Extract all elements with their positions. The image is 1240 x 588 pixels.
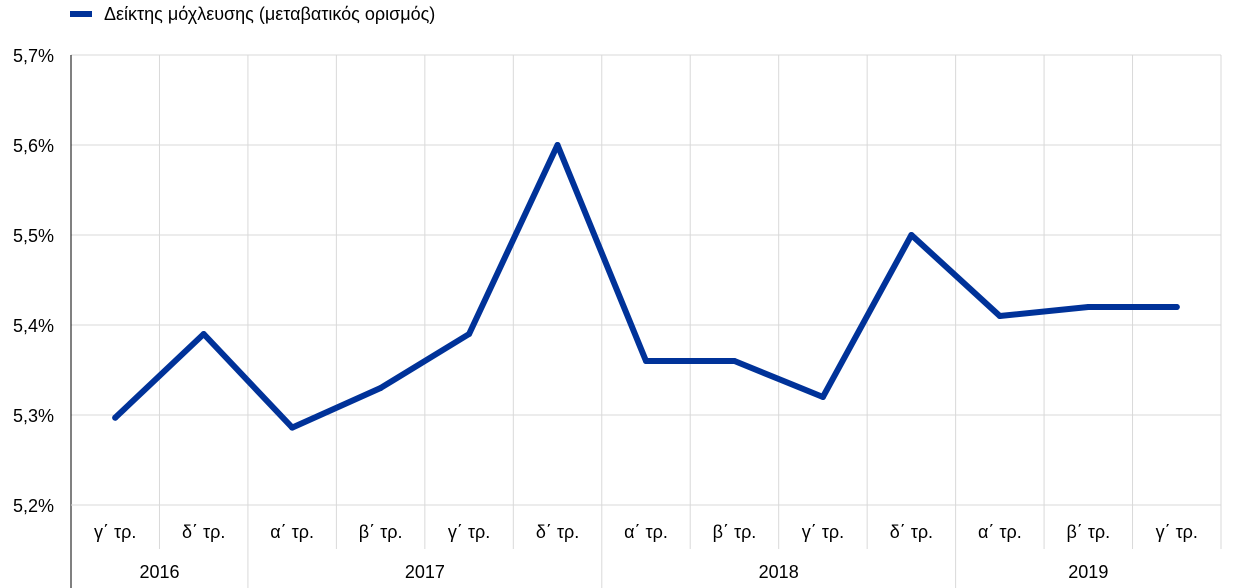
year-label: 2019 xyxy=(1068,562,1108,582)
y-tick-label: 5,7% xyxy=(13,46,54,66)
x-tick-label: γ΄ τρ. xyxy=(448,522,490,542)
y-tick-label: 5,4% xyxy=(13,316,54,336)
data-point xyxy=(200,331,207,337)
data-point xyxy=(1085,304,1092,310)
y-tick-label: 5,3% xyxy=(13,406,54,426)
legend: Δείκτης μόχλευσης (μεταβατικός ορισμός) xyxy=(70,3,435,25)
data-point xyxy=(996,313,1003,319)
y-tick-label: 5,6% xyxy=(13,136,54,156)
x-tick-label: β΄ τρ. xyxy=(1066,522,1110,542)
data-point xyxy=(554,142,561,148)
legend-swatch xyxy=(70,11,92,17)
year-label: 2018 xyxy=(759,562,799,582)
x-tick-label: γ΄ τρ. xyxy=(802,522,844,542)
data-point xyxy=(731,358,738,364)
x-tick-label: α΄ τρ. xyxy=(270,522,314,542)
x-tick-label: α΄ τρ. xyxy=(978,522,1022,542)
x-tick-label: β΄ τρ. xyxy=(713,522,757,542)
series-line xyxy=(112,142,1180,431)
data-point xyxy=(1173,304,1180,310)
legend-label: Δείκτης μόχλευσης (μεταβατικός ορισμός) xyxy=(104,3,436,24)
data-point xyxy=(908,232,915,238)
data-point xyxy=(377,385,384,391)
x-tick-label: α΄ τρ. xyxy=(624,522,668,542)
data-point xyxy=(466,331,473,337)
year-label: 2016 xyxy=(139,562,179,582)
data-point xyxy=(819,394,826,400)
x-tick-label: δ΄ τρ. xyxy=(182,522,225,542)
x-tick-label: δ΄ τρ. xyxy=(890,522,933,542)
x-tick-label: β΄ τρ. xyxy=(359,522,403,542)
y-tick-label: 5,5% xyxy=(13,226,54,246)
x-tick-label: γ΄ τρ. xyxy=(1156,522,1198,542)
data-point xyxy=(112,414,119,421)
year-label: 2017 xyxy=(405,562,445,582)
data-point xyxy=(643,358,649,364)
y-tick-label: 5,2% xyxy=(13,496,54,516)
x-tick-label: δ΄ τρ. xyxy=(536,522,579,542)
x-tick-label: γ΄ τρ. xyxy=(94,522,136,542)
data-point xyxy=(289,424,296,431)
